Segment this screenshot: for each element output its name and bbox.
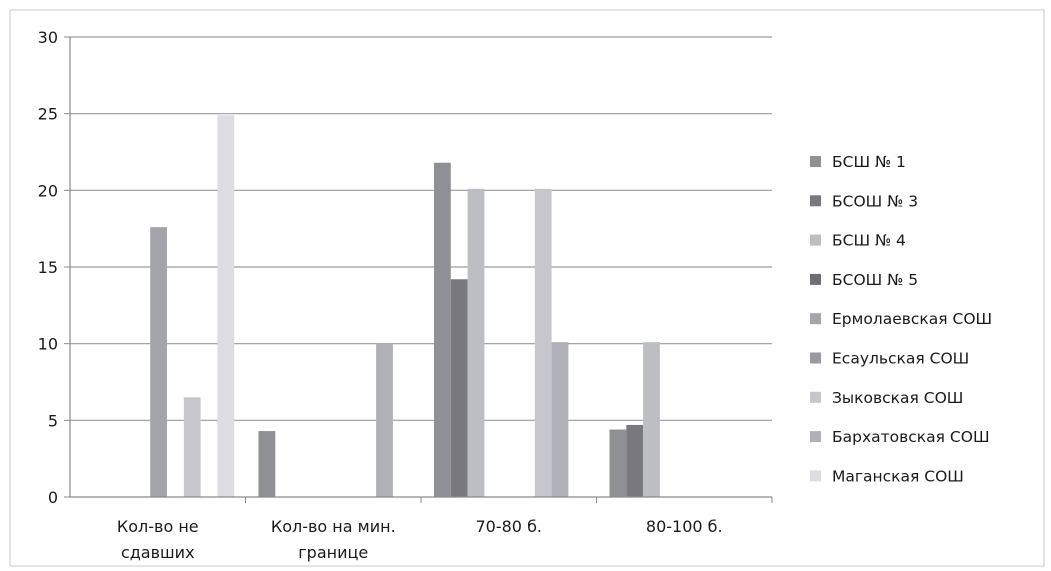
legend-swatch (810, 431, 821, 443)
legend: БСШ № 1 БСОШ № 3 БСШ № 4 БСОШ № 5 Ермолаевск… (810, 153, 992, 485)
legend-label: БСШ № 1 (832, 153, 906, 171)
bar (609, 429, 627, 497)
bar (217, 115, 235, 497)
legend-label: Бархатовская СОШ (832, 428, 990, 446)
bar (150, 227, 167, 497)
bars (150, 115, 660, 498)
bar (434, 162, 451, 497)
y-axis: 0 5 10 15 20 25 30 (38, 28, 71, 507)
x-tick-label: 80-100 б. (646, 517, 723, 536)
legend-label: БСОШ № 3 (832, 192, 918, 210)
legend-label: БСШ № 4 (832, 232, 906, 250)
y-tick-label: 30 (38, 28, 58, 47)
legend-swatch (810, 234, 821, 246)
x-tick-label: Кол-во не сдавших (117, 517, 199, 562)
legend-swatch (810, 352, 821, 364)
y-tick-label: 15 (38, 258, 58, 277)
chart-frame (9, 9, 1045, 567)
bar (450, 279, 468, 497)
bar (376, 343, 393, 497)
bar (643, 342, 660, 497)
y-tick-label: 25 (38, 105, 58, 124)
x-tick-label: 70-80 б. (475, 517, 542, 536)
y-tick-label: 5 (48, 411, 58, 430)
legend-swatch (810, 156, 821, 167)
legend-swatch (810, 470, 821, 482)
bar (183, 397, 201, 497)
y-tick-label: 0 (48, 488, 58, 507)
legend-swatch (810, 391, 821, 403)
y-tick-label: 20 (38, 181, 58, 200)
bar (258, 431, 276, 497)
legend-swatch (810, 195, 821, 207)
legend-swatch (810, 273, 821, 285)
x-axis: Кол-во не сдавших Кол-во на мин. границе 70-… (70, 496, 773, 562)
bar (467, 188, 485, 498)
y-tick-label: 10 (38, 335, 58, 354)
bar (534, 188, 552, 498)
legend-label: Есаульская СОШ (832, 350, 969, 368)
legend-swatch (810, 313, 821, 325)
grid-lines (70, 36, 772, 421)
legend-label: БСОШ № 5 (832, 271, 918, 289)
x-tick-label: Кол-во на мин. границе (271, 517, 396, 562)
bar (626, 424, 644, 497)
legend-label: Маганская СОШ (832, 467, 964, 485)
bar (551, 342, 569, 497)
legend-label: Ермолаевская СОШ (832, 310, 992, 328)
legend-label: Зыковская СОШ (832, 389, 963, 407)
